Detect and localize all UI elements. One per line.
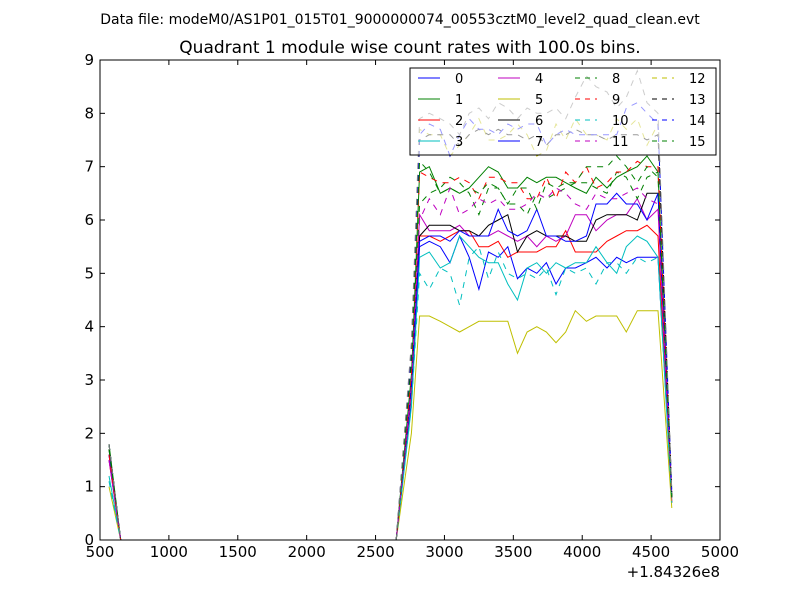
legend-label-10: 10 xyxy=(612,114,629,129)
y-tick-label: 3 xyxy=(84,371,94,389)
series-line-5 xyxy=(108,309,673,541)
series-line-1 xyxy=(108,155,673,541)
series-line-9 xyxy=(108,160,673,541)
y-tick-label: 9 xyxy=(84,51,94,69)
legend-label-12: 12 xyxy=(689,72,706,87)
chart-title: Quadrant 1 module wise count rates with … xyxy=(179,38,640,58)
series-line-3 xyxy=(108,235,673,541)
legend-label-8: 8 xyxy=(612,72,620,87)
series-line-7 xyxy=(108,192,673,541)
legend-label-6: 6 xyxy=(535,114,543,129)
x-tick-label: 1000 xyxy=(150,543,188,561)
y-tick-label: 6 xyxy=(84,211,94,229)
series-line-8 xyxy=(108,171,673,541)
legend-label-13: 13 xyxy=(689,93,706,108)
legend-label-3: 3 xyxy=(455,135,463,150)
legend-label-1: 1 xyxy=(455,93,463,108)
x-tick-label: 4500 xyxy=(632,543,670,561)
plot-frame xyxy=(99,59,721,541)
legend-label-11: 11 xyxy=(612,135,629,150)
y-tick-label: 8 xyxy=(84,104,94,122)
x-tick-label: 2500 xyxy=(356,543,394,561)
legend-label-9: 9 xyxy=(612,93,620,108)
x-tick-label: 5000 xyxy=(701,543,739,561)
series-line-0 xyxy=(108,234,673,541)
y-tick-label: 7 xyxy=(84,158,94,176)
x-tick-label: 3000 xyxy=(425,543,463,561)
series-line-10 xyxy=(108,245,673,541)
legend-label-2: 2 xyxy=(455,114,463,129)
legend-label-5: 5 xyxy=(535,93,543,108)
x-tick-label: 500 xyxy=(86,543,115,561)
x-offset-label: +1.84326e8 xyxy=(627,563,720,581)
legend-label-14: 14 xyxy=(689,114,706,129)
y-tick-label: 4 xyxy=(84,318,94,336)
y-tick-label: 0 xyxy=(84,531,94,549)
x-tick-label: 4000 xyxy=(563,543,601,561)
legend-label-7: 7 xyxy=(535,135,543,150)
y-tick-label: 2 xyxy=(84,424,94,442)
series-line-11 xyxy=(108,186,673,541)
x-tick-label: 1500 xyxy=(219,543,257,561)
legend-label-4: 4 xyxy=(535,72,543,87)
series-line-6 xyxy=(108,192,673,541)
x-tick-label: 2000 xyxy=(288,543,326,561)
legend-label-0: 0 xyxy=(455,72,463,87)
datafile-label: Data file: modeM0/AS1P01_015T01_90000000… xyxy=(100,12,700,28)
series-line-2 xyxy=(108,224,673,541)
y-tick-label: 5 xyxy=(84,264,94,282)
y-tick-label: 1 xyxy=(84,478,94,496)
legend-label-15: 15 xyxy=(689,135,706,150)
series-line-15 xyxy=(108,155,673,541)
x-tick-label: 3500 xyxy=(494,543,532,561)
